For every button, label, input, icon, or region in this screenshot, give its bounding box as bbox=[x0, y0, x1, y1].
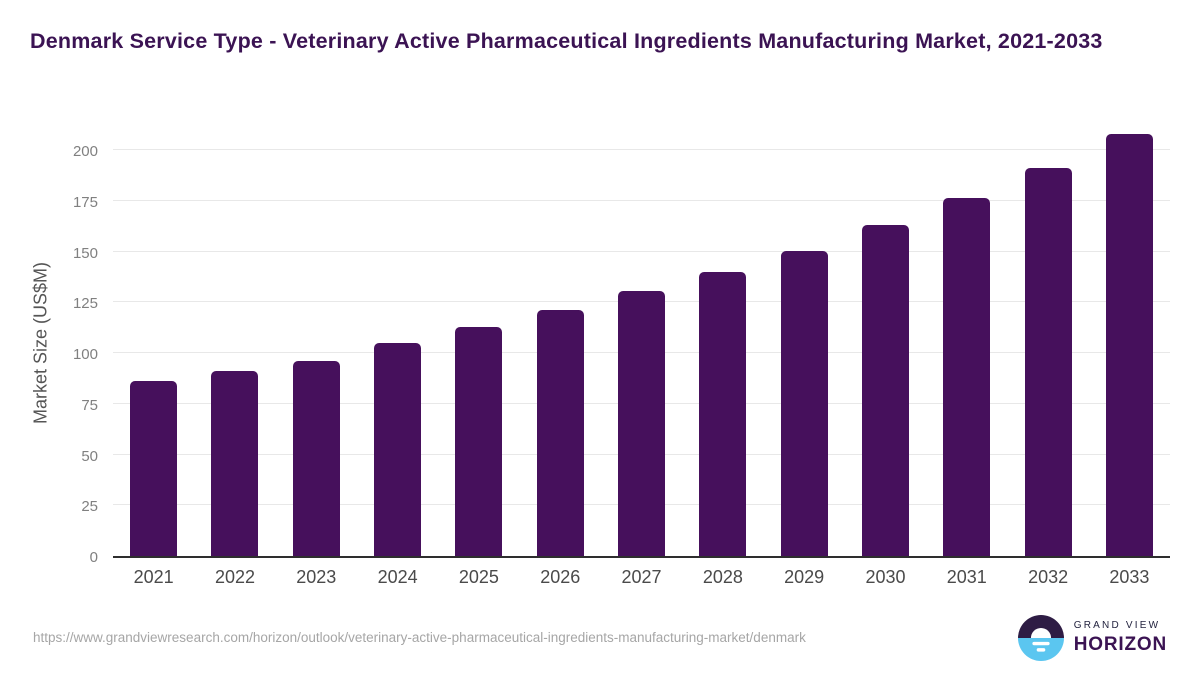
bar-slot-2031 bbox=[926, 128, 1007, 556]
y-tick-0: 0 bbox=[89, 549, 98, 566]
source-url: https://www.grandviewresearch.com/horizo… bbox=[33, 630, 806, 645]
bar-slot-2025 bbox=[438, 128, 519, 556]
bar-2021 bbox=[130, 380, 178, 556]
y-axis-tick-labels: 0 25 50 75 100 125 150 175 200 bbox=[0, 128, 98, 566]
x-tick-2022: 2022 bbox=[214, 567, 255, 587]
gridline-175 bbox=[113, 200, 1170, 202]
bar-2030 bbox=[861, 225, 909, 556]
bar-2024 bbox=[374, 343, 422, 556]
grand-view-horizon-logo: GRAND VIEW HORIZON bbox=[1017, 615, 1167, 661]
x-tick-2025: 2025 bbox=[458, 567, 499, 587]
gridline-150 bbox=[113, 250, 1170, 252]
x-axis-tick-labels: 2021 2022 2023 2024 2025 2026 2027 2028 2029 2030… bbox=[113, 567, 1170, 588]
x-tick-2026: 2026 bbox=[540, 567, 581, 587]
bar-slot-2030 bbox=[845, 128, 926, 556]
y-tick-100: 100 bbox=[72, 346, 98, 364]
logo-text-grand-view: GRAND VIEW bbox=[1073, 620, 1161, 631]
x-tick-2029: 2029 bbox=[784, 567, 825, 587]
y-tick-175: 175 bbox=[72, 194, 98, 212]
x-tick-2031: 2031 bbox=[946, 567, 987, 587]
bar-2029 bbox=[780, 250, 828, 556]
bar-slot-2026 bbox=[520, 128, 601, 556]
bar-slot-2023 bbox=[276, 128, 357, 556]
horizon-sun-icon bbox=[1017, 615, 1064, 661]
y-tick-200: 200 bbox=[72, 143, 98, 161]
bar-2028 bbox=[699, 272, 747, 556]
x-tick-2030: 2030 bbox=[865, 567, 906, 587]
x-tick-2021: 2021 bbox=[133, 567, 174, 587]
x-tick-2027: 2027 bbox=[621, 567, 662, 587]
bar-slot-2022 bbox=[194, 128, 275, 556]
bar-slot-2028 bbox=[682, 128, 763, 556]
bar-2031 bbox=[943, 198, 991, 556]
bar-2032 bbox=[1024, 167, 1072, 556]
y-tick-75: 75 bbox=[81, 396, 98, 414]
y-tick-150: 150 bbox=[72, 244, 98, 262]
plot-area bbox=[113, 128, 1170, 558]
bar-2033 bbox=[1105, 134, 1153, 556]
logo-wordmark: GRAND VIEW HORIZON bbox=[1074, 620, 1167, 656]
x-tick-2033: 2033 bbox=[1109, 567, 1150, 587]
bar-slot-2032 bbox=[1007, 128, 1088, 556]
x-tick-2023: 2023 bbox=[296, 567, 337, 587]
bar-2026 bbox=[536, 309, 584, 556]
logo-text-horizon: HORIZON bbox=[1073, 634, 1167, 655]
bar-2023 bbox=[292, 361, 340, 556]
x-tick-2032: 2032 bbox=[1028, 567, 1069, 587]
bar-slot-2027 bbox=[601, 128, 682, 556]
x-tick-2024: 2024 bbox=[377, 567, 418, 587]
y-tick-50: 50 bbox=[81, 447, 98, 465]
bar-2025 bbox=[455, 326, 503, 556]
bar-2022 bbox=[211, 371, 259, 556]
bar-2027 bbox=[618, 291, 666, 556]
bar-slot-2024 bbox=[357, 128, 438, 556]
bar-slot-2029 bbox=[764, 128, 845, 556]
gridline-200 bbox=[113, 149, 1170, 151]
y-tick-125: 125 bbox=[72, 295, 98, 313]
x-tick-2028: 2028 bbox=[702, 567, 743, 587]
bar-slot-2033 bbox=[1089, 128, 1170, 556]
y-tick-25: 25 bbox=[81, 498, 98, 516]
bar-slot-2021 bbox=[113, 128, 194, 556]
chart-title: Denmark Service Type - Veterinary Active… bbox=[30, 29, 1103, 53]
bar-series bbox=[113, 128, 1170, 556]
